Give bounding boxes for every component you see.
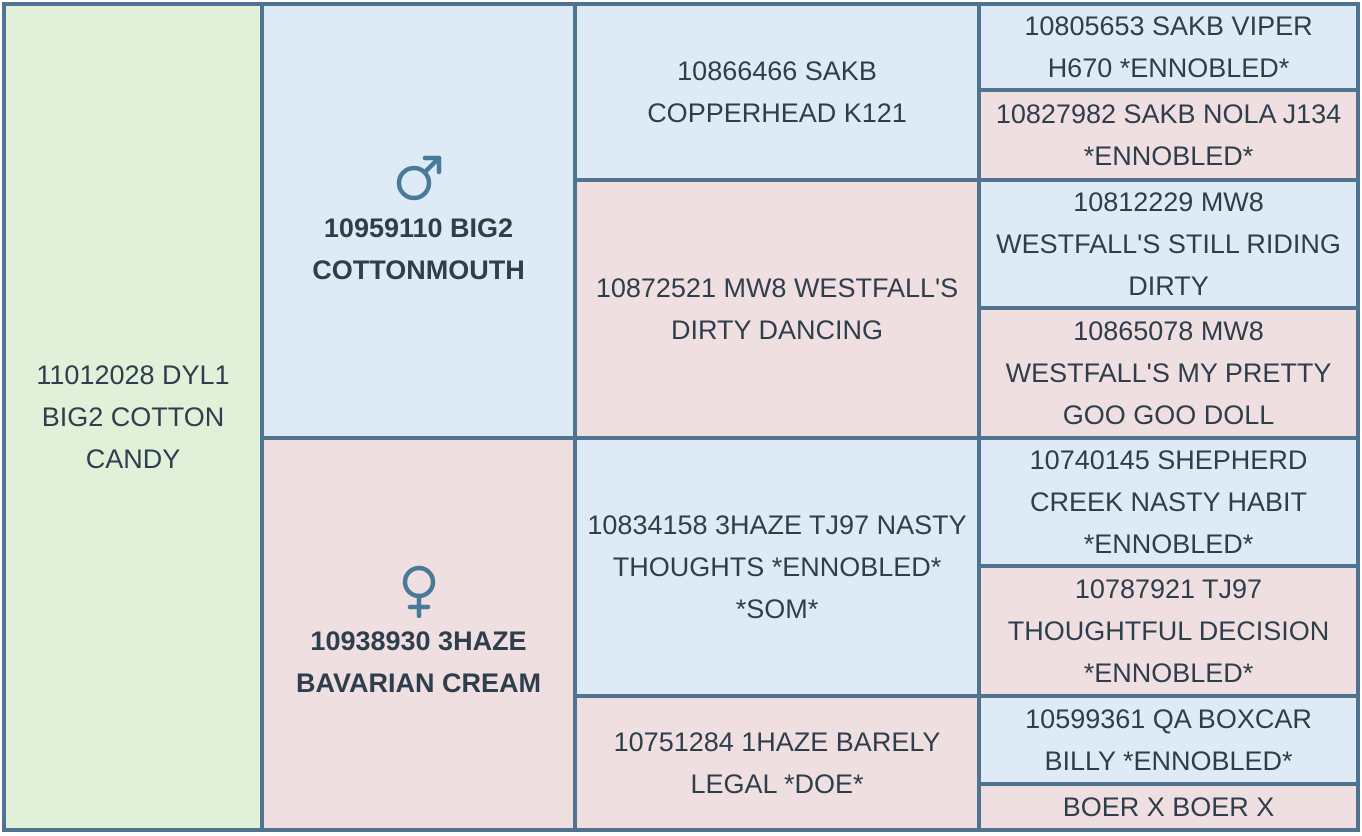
great-grandparent-label: 10787921 TJ97 THOUGHTFUL DECISION *ENNOB…: [1007, 574, 1330, 688]
great-grandparent-label: 10812229 MW8 WESTFALL'S STILL RIDING DIR…: [996, 187, 1341, 301]
sire[interactable]: 10959110 BIG2 COTTONMOUTH: [260, 2, 577, 440]
great-grandparent-label: 10827982 SAKB NOLA J134 *ENNOBLED*: [995, 99, 1342, 171]
great-grandparent-6[interactable]: 10787921 TJ97 THOUGHTFUL DECISION *ENNOB…: [977, 564, 1360, 698]
great-grandparent-label: 10740145 SHEPHERD CREEK NASTY HABIT *ENN…: [1029, 445, 1308, 559]
great-grandparent-7[interactable]: 10599361 QA BOXCAR BILLY *ENNOBLED*: [977, 694, 1360, 786]
dam-dam-label: 10751284 1HAZE BARELY LEGAL *DOE*: [613, 727, 941, 799]
great-grandparent-label: 10805653 SAKB VIPER H670 *ENNOBLED*: [1024, 11, 1313, 83]
subject-animal[interactable]: 11012028 DYL1 BIG2 COTTON CANDY: [2, 2, 264, 832]
great-grandparent-8[interactable]: BOER X BOER X: [977, 782, 1360, 832]
great-grandparent-label: 10599361 QA BOXCAR BILLY *ENNOBLED*: [1025, 704, 1312, 776]
dam-sire[interactable]: 10834158 3HAZE TJ97 NASTY THOUGHTS *ENNO…: [573, 436, 981, 698]
dam[interactable]: 10938930 3HAZE BAVARIAN CREAM: [260, 436, 577, 832]
dam-label: 10938930 3HAZE BAVARIAN CREAM: [296, 626, 541, 698]
dam-dam[interactable]: 10751284 1HAZE BARELY LEGAL *DOE*: [573, 694, 981, 832]
male-symbol-icon: [396, 155, 441, 201]
sire-dam-label: 10872521 MW8 WESTFALL'S DIRTY DANCING: [595, 273, 959, 345]
sire-label: 10959110 BIG2 COTTONMOUTH: [312, 213, 525, 285]
great-grandparent-3[interactable]: 10812229 MW8 WESTFALL'S STILL RIDING DIR…: [977, 178, 1360, 310]
great-grandparent-label: BOER X BOER X: [1062, 792, 1275, 822]
sire-dam[interactable]: 10872521 MW8 WESTFALL'S DIRTY DANCING: [573, 178, 981, 440]
great-grandparent-4[interactable]: 10865078 MW8 WESTFALL'S MY PRETTY GOO GO…: [977, 306, 1360, 440]
dam-sire-label: 10834158 3HAZE TJ97 NASTY THOUGHTS *ENNO…: [587, 510, 967, 624]
sire-sire[interactable]: 10866466 SAKB COPPERHEAD K121: [573, 2, 981, 182]
great-grandparent-1[interactable]: 10805653 SAKB VIPER H670 *ENNOBLED*: [977, 2, 1360, 92]
great-grandparent-5[interactable]: 10740145 SHEPHERD CREEK NASTY HABIT *ENN…: [977, 436, 1360, 568]
great-grandparent-label: 10865078 MW8 WESTFALL'S MY PRETTY GOO GO…: [1005, 316, 1332, 430]
female-symbol-icon: [402, 565, 435, 618]
great-grandparent-2[interactable]: 10827982 SAKB NOLA J134 *ENNOBLED*: [977, 88, 1360, 182]
sire-sire-label: 10866466 SAKB COPPERHEAD K121: [647, 56, 907, 128]
subject-animal-label: 11012028 DYL1 BIG2 COTTON CANDY: [36, 360, 230, 474]
